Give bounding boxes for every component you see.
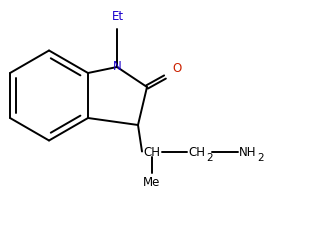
Text: Me: Me <box>143 176 161 189</box>
Text: O: O <box>172 61 182 74</box>
Text: CH: CH <box>143 146 161 160</box>
Text: 2: 2 <box>207 153 213 163</box>
Text: CH: CH <box>189 146 205 160</box>
Text: NH: NH <box>239 146 257 160</box>
Text: N: N <box>113 61 121 74</box>
Text: Et: Et <box>112 11 124 23</box>
Text: 2: 2 <box>258 153 264 163</box>
